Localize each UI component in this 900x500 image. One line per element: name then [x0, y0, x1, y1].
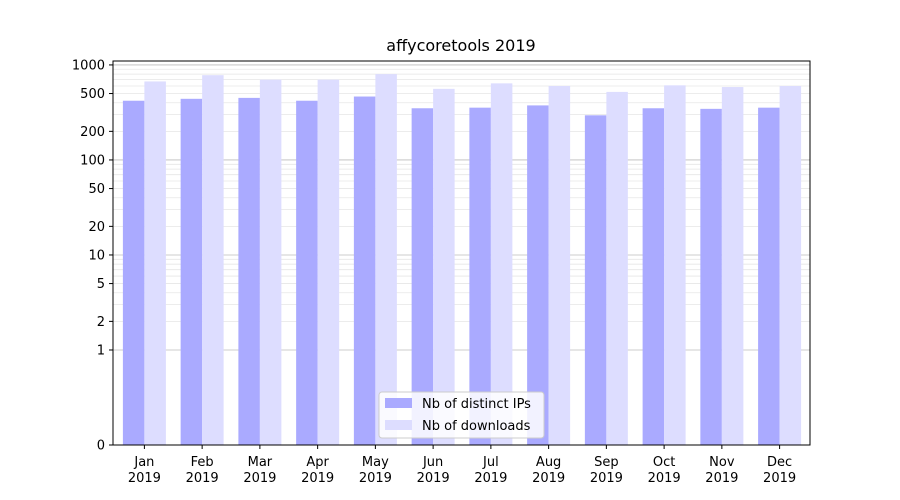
x-tick-label-month: Apr	[306, 455, 329, 470]
y-tick-label: 10	[88, 248, 105, 263]
bar-downloads	[779, 86, 802, 446]
x-axis: Jan2019Feb2019Mar2019Apr2019May2019Jun20…	[128, 445, 796, 486]
bar-ips	[758, 107, 780, 446]
x-tick-label-month: Nov	[709, 455, 735, 470]
x-tick-label-year: 2019	[301, 471, 334, 486]
plot-frame	[112, 60, 811, 446]
x-tick-label-month: Aug	[536, 455, 561, 470]
bar-downloads	[375, 74, 397, 445]
x-tick-label-year: 2019	[590, 471, 623, 486]
bar-downloads	[606, 91, 628, 446]
bar-downloads	[548, 86, 571, 446]
x-tick-label-month: Jan	[133, 455, 154, 470]
x-tick-label-year: 2019	[763, 471, 796, 486]
x-tick-label-month: Mar	[248, 455, 273, 470]
bar-ips	[296, 100, 318, 446]
bar-ips	[527, 105, 549, 445]
bar-ips	[180, 98, 203, 445]
x-tick-label-year: 2019	[705, 471, 738, 486]
x-tick-label-month: Dec	[767, 455, 792, 470]
x-tick-label-month: Jul	[482, 455, 499, 470]
bar-ips	[411, 108, 434, 445]
x-tick-label-month: Feb	[191, 455, 214, 470]
x-tick-label-year: 2019	[532, 471, 565, 486]
y-tick-label: 1	[97, 343, 105, 358]
bar-ips	[238, 97, 260, 446]
bar-downloads	[317, 79, 340, 445]
bar-ips	[122, 100, 145, 446]
legend-box	[378, 391, 545, 439]
y-tick-label: 1000	[72, 58, 105, 73]
y-tick-label: 500	[80, 87, 105, 102]
y-tick-label: 5	[97, 277, 105, 292]
y-tick-label: 0	[97, 439, 105, 454]
bar-downloads	[433, 88, 455, 446]
bar-downloads	[664, 85, 686, 445]
bar-ips	[700, 108, 722, 445]
x-tick-label-year: 2019	[417, 471, 450, 486]
x-tick-label-year: 2019	[243, 471, 276, 486]
x-tick-label-year: 2019	[648, 471, 681, 486]
chart-title: affycoretools 2019	[386, 36, 535, 55]
legend: Nb of distinct IPs Nb of downloads	[378, 391, 545, 439]
x-tick-label-year: 2019	[359, 471, 392, 486]
bar-ips	[642, 108, 665, 445]
legend-swatch-downloads	[385, 420, 412, 430]
x-tick-label-year: 2019	[474, 471, 507, 486]
bar-downloads	[721, 87, 744, 445]
legend-swatch-ips	[385, 398, 412, 408]
y-tick-label: 100	[80, 153, 105, 168]
bars	[122, 74, 802, 446]
x-tick-label-month: Oct	[653, 455, 675, 470]
y-axis: 0 1 2 5 10 20 50 100 200 500 1000	[72, 58, 113, 454]
y-tick-label: 20	[88, 220, 105, 235]
x-tick-label-month: May	[362, 455, 389, 470]
bar-ips	[469, 107, 491, 446]
bar-downloads	[202, 75, 224, 445]
x-tick-label-year: 2019	[186, 471, 219, 486]
x-tick-label-year: 2019	[128, 471, 161, 486]
legend-label-downloads: Nb of downloads	[422, 419, 531, 434]
legend-label-ips: Nb of distinct IPs	[422, 397, 531, 412]
bar-downloads	[259, 79, 282, 445]
bar-downloads	[490, 83, 513, 445]
bar-downloads	[144, 81, 166, 446]
y-tick-label: 200	[80, 125, 105, 140]
y-tick-label: 2	[97, 315, 105, 330]
grid	[113, 64, 810, 351]
bar-ips	[353, 96, 376, 445]
y-tick-label: 50	[88, 182, 105, 197]
x-tick-label-month: Sep	[594, 455, 619, 470]
x-tick-label-month: Jun	[422, 455, 443, 470]
bar-ips	[584, 115, 607, 446]
